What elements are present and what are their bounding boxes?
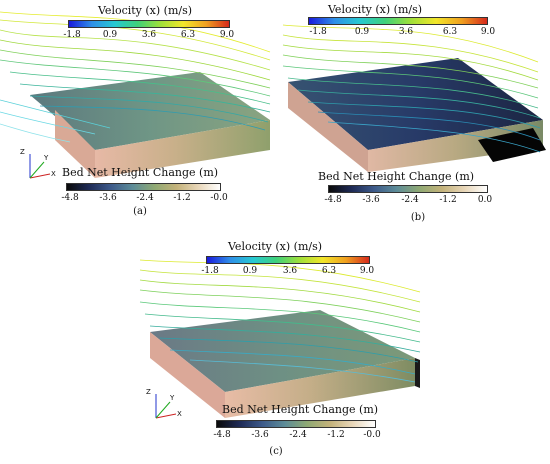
bed-legend-title-b: Bed Net Height Change (m) [318, 170, 475, 183]
panel-a: Velocity (x) (m/s) -1.8 0.9 3.6 6.3 9.0 … [0, 0, 280, 232]
velocity-colorbar-c [206, 256, 370, 264]
velocity-tick-c-4: 9.0 [359, 266, 375, 276]
bed-tick-b-1: -3.6 [362, 195, 380, 205]
bed-tick-a-4: -0.0 [210, 193, 228, 203]
bed-tick-a-0: -4.8 [61, 193, 79, 203]
axis-y-label-c: Y [170, 394, 175, 402]
velocity-legend-title-a: Velocity (x) (m/s) [98, 4, 193, 17]
bed-legend-title-c: Bed Net Height Change (m) [222, 403, 379, 416]
velocity-tick-a-1: 0.9 [102, 30, 118, 40]
velocity-tick-b-2: 3.6 [398, 27, 414, 37]
velocity-legend-title-c: Velocity (x) (m/s) [228, 240, 323, 253]
bed-colorbar-b [328, 185, 488, 193]
bed-tick-b-4: 0.0 [477, 195, 493, 205]
velocity-tick-b-3: 6.3 [442, 27, 458, 37]
bed-legend-title-a: Bed Net Height Change (m) [62, 166, 219, 179]
velocity-tick-a-3: 6.3 [180, 30, 196, 40]
axis-z-label-c: Z [146, 388, 151, 396]
axis-x-label-c: X [177, 410, 182, 418]
panel-label-b: (b) [410, 212, 426, 223]
velocity-tick-b-4: 9.0 [480, 27, 496, 37]
bed-tick-a-3: -1.2 [173, 193, 191, 203]
panel-c-sediment-bed [150, 310, 420, 418]
axis-triad-a: Z Y X [18, 146, 58, 186]
axis-triad-c-arrows [155, 394, 177, 419]
bed-tick-c-4: -0.0 [363, 430, 381, 440]
bed-tick-c-2: -2.4 [289, 430, 307, 440]
velocity-tick-b-0: -1.8 [309, 27, 327, 37]
velocity-tick-a-0: -1.8 [63, 30, 81, 40]
axis-z-label-a: Z [20, 148, 25, 156]
panel-label-c: (c) [269, 446, 283, 457]
velocity-tick-b-1: 0.9 [354, 27, 370, 37]
axis-triad-a-arrows [29, 154, 51, 179]
velocity-tick-a-4: 9.0 [219, 30, 235, 40]
bed-colorbar-a [66, 183, 221, 191]
panel-b-streamlines [282, 24, 541, 153]
velocity-legend-title-b: Velocity (x) (m/s) [328, 3, 423, 16]
bed-tick-b-0: -4.8 [324, 195, 342, 205]
panel-a-streamlines [0, 11, 271, 143]
bed-tick-c-1: -3.6 [251, 430, 269, 440]
velocity-tick-c-0: -1.8 [201, 266, 219, 276]
bed-tick-b-3: -1.2 [439, 195, 457, 205]
panel-c-streamlines [139, 259, 421, 383]
panel-b-flow-render [282, 24, 546, 172]
bed-tick-c-3: -1.2 [327, 430, 345, 440]
axis-x-label-a: X [51, 170, 56, 178]
velocity-tick-a-2: 3.6 [141, 30, 157, 40]
velocity-colorbar-b [308, 17, 488, 25]
velocity-tick-c-3: 6.3 [321, 266, 337, 276]
bed-tick-a-2: -2.4 [136, 193, 154, 203]
panel-c-flow-render [139, 259, 421, 418]
panel-a-flow-render [0, 11, 271, 178]
panel-b: Velocity (x) (m/s) -1.8 0.9 3.6 6.3 9.0 … [278, 0, 550, 232]
bed-tick-a-1: -3.6 [99, 193, 117, 203]
panel-label-a: (a) [133, 206, 147, 217]
panel-b-sediment-bed [288, 58, 546, 172]
velocity-tick-c-2: 3.6 [282, 266, 298, 276]
bed-tick-c-0: -4.8 [213, 430, 231, 440]
velocity-tick-c-1: 0.9 [242, 266, 258, 276]
axis-triad-c: Z Y X [144, 386, 184, 426]
panel-c: Velocity (x) (m/s) -1.8 0.9 3.6 6.3 9.0 … [130, 240, 430, 464]
bed-colorbar-c [216, 420, 376, 428]
bed-tick-b-2: -2.4 [401, 195, 419, 205]
velocity-colorbar-a [68, 20, 230, 28]
axis-y-label-a: Y [44, 154, 49, 162]
